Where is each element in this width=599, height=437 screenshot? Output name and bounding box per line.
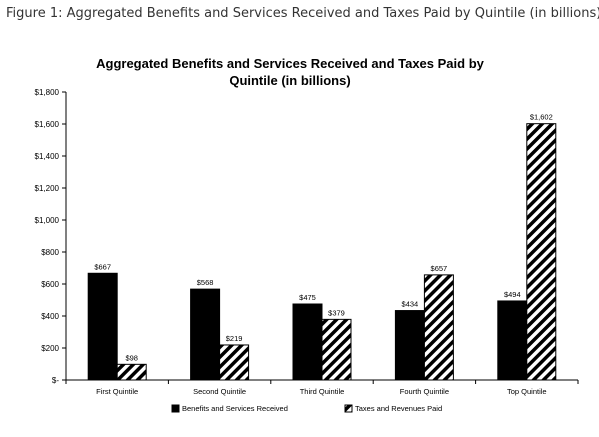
chart-title-line-2: Quintile (in billions) <box>229 73 351 88</box>
legend-label: Taxes and Revenues Paid <box>355 404 442 413</box>
y-tick-label: $600 <box>41 280 59 289</box>
y-tick-label: $1,200 <box>35 184 60 193</box>
bar-taxes <box>116 363 147 381</box>
data-label: $667 <box>94 262 111 271</box>
data-label: $475 <box>299 293 316 302</box>
x-category-label: First Quintile <box>96 387 138 396</box>
data-label: $657 <box>431 264 448 273</box>
data-label: $219 <box>226 334 243 343</box>
bar-taxes <box>219 344 250 381</box>
y-tick-label: $1,000 <box>35 216 60 225</box>
y-tick-label: $1,600 <box>35 120 60 129</box>
bar-benefits <box>394 310 425 381</box>
data-label: $98 <box>125 353 138 362</box>
x-category-label: Top Quintile <box>507 387 547 396</box>
legend-swatch <box>344 404 353 413</box>
data-label: $568 <box>197 278 214 287</box>
data-label: $494 <box>504 290 521 299</box>
y-tick-label: $1,400 <box>35 152 60 161</box>
chart-bars: $667 $98 $568 $219 $475 $379 $434 $657 $494 $1,60… <box>87 113 557 381</box>
chart-title-line-1: Aggregated Benefits and Services Receive… <box>96 56 484 71</box>
data-label: $1,602 <box>530 113 553 122</box>
y-tick-label: $200 <box>41 344 59 353</box>
y-tick-label: $400 <box>41 312 59 321</box>
legend-label: Benefits and Services Received <box>182 404 288 413</box>
bar-taxes <box>526 123 557 381</box>
bar-benefits <box>497 300 528 381</box>
figure-caption: Figure 1: Aggregated Benefits and Servic… <box>6 6 599 21</box>
bar-taxes <box>423 274 454 381</box>
bar-benefits <box>292 303 323 381</box>
y-tick-label: $800 <box>41 248 59 257</box>
data-label: $379 <box>328 308 345 317</box>
bar-benefits <box>87 272 118 381</box>
bar-benefits <box>190 288 221 381</box>
chart-legend: Benefits and Services Received Taxes and … <box>171 404 442 413</box>
x-category-label: Fourth Quintile <box>400 387 449 396</box>
chart-title: Aggregated Benefits and Services Receive… <box>90 55 490 89</box>
bar-chart: $- $200 $400 $600 $800 $1,000 $1,200 $1,400 $1,6… <box>35 88 579 413</box>
legend-swatch <box>171 404 180 413</box>
chart-axes: $- $200 $400 $600 $800 $1,000 $1,200 $1,400 $1,6… <box>35 88 579 396</box>
y-tick-label: $- <box>52 376 59 385</box>
bar-taxes <box>321 318 352 381</box>
data-label: $434 <box>402 300 419 309</box>
y-tick-label: $1,800 <box>35 88 60 97</box>
x-category-label: Second Quintile <box>193 387 246 396</box>
chart-frame: Aggregated Benefits and Services Receive… <box>0 30 599 437</box>
x-category-label: Third Quintile <box>300 387 345 396</box>
